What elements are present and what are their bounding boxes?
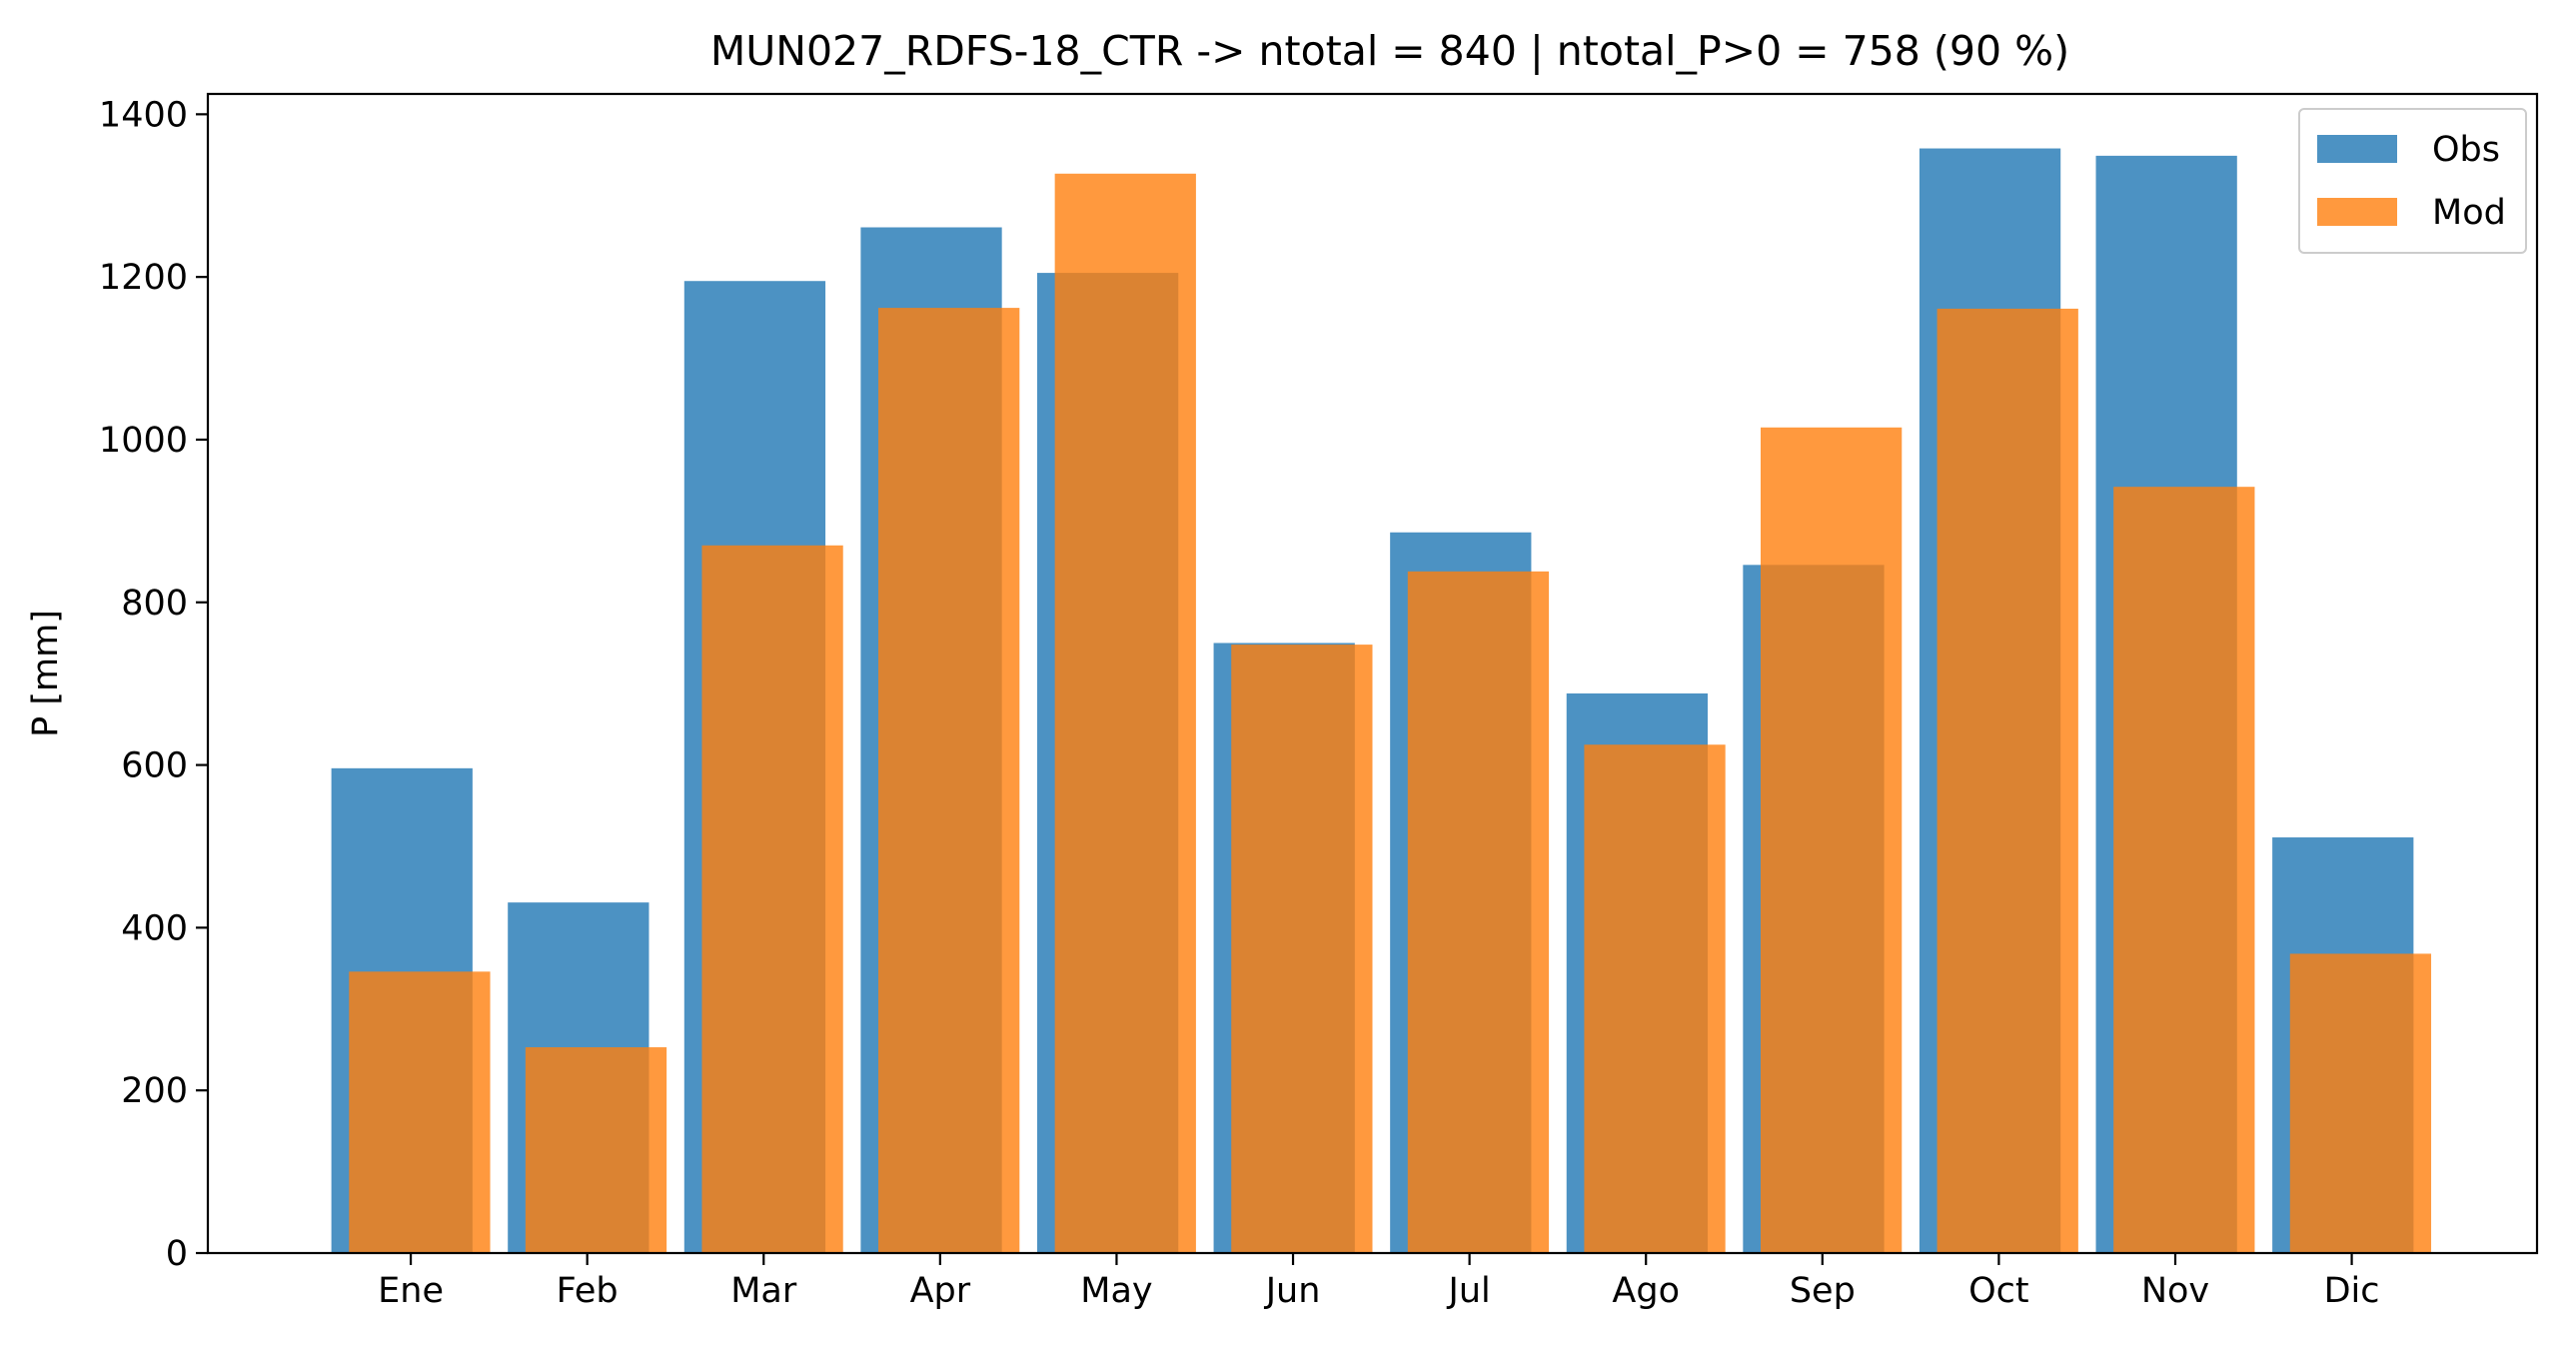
x-tick-label: Ago xyxy=(1612,1271,1680,1311)
x-tick-label: Apr xyxy=(910,1271,971,1311)
y-axis-ticks: 0 200 400 600 800 1000 1200 1400 xyxy=(99,95,208,1274)
legend-label-mod: Mod xyxy=(2432,193,2506,233)
bars-layer xyxy=(331,148,2432,1254)
x-tick-label: Dic xyxy=(2324,1271,2380,1311)
x-tick-label: Mar xyxy=(730,1271,797,1311)
bar-mod-feb xyxy=(525,1047,667,1253)
y-tick-label: 800 xyxy=(121,584,188,624)
y-tick-label: 1000 xyxy=(99,421,188,461)
bar-mod-oct xyxy=(1936,308,2078,1253)
bar-mod-ago xyxy=(1584,744,1726,1253)
legend-label-obs: Obs xyxy=(2432,130,2500,170)
bar-mod-sep xyxy=(1761,427,1903,1253)
x-tick-label: Oct xyxy=(1968,1271,2029,1311)
bar-mod-mar xyxy=(701,545,843,1253)
x-tick-label: Nov xyxy=(2141,1271,2209,1311)
plot-frame xyxy=(206,92,2539,1255)
y-tick-label: 400 xyxy=(121,908,188,948)
bar-mod-may xyxy=(1054,173,1196,1254)
y-tick-label: 600 xyxy=(121,746,188,786)
legend-swatch-obs xyxy=(2317,135,2397,163)
y-tick-label: 1400 xyxy=(99,95,188,135)
x-tick-label: Feb xyxy=(557,1271,619,1311)
legend-swatch-mod xyxy=(2317,198,2397,226)
x-tick-label: Jun xyxy=(1264,1271,1321,1311)
x-tick-label: May xyxy=(1080,1271,1152,1311)
x-tick-label: Sep xyxy=(1790,1271,1856,1311)
legend: Obs Mod xyxy=(2298,108,2527,254)
y-tick-label: 1200 xyxy=(99,258,188,298)
y-tick-label: 0 xyxy=(166,1234,188,1274)
bar-mod-jul xyxy=(1407,571,1550,1253)
bar-mod-nov xyxy=(2113,487,2255,1253)
chart-title: MUN027_RDFS-18_CTR -> ntotal = 840 | nto… xyxy=(710,27,2069,75)
bar-mod-apr xyxy=(878,308,1020,1254)
bar-mod-ene xyxy=(349,971,491,1253)
y-tick-label: 200 xyxy=(121,1071,188,1111)
x-tick-label: Ene xyxy=(378,1271,444,1311)
bar-mod-jun xyxy=(1231,645,1373,1253)
bar-mod-dic xyxy=(2289,953,2432,1253)
x-axis-ticks: Ene Feb Mar Apr May Jun Jul Ago Sep Oct Nov Dic xyxy=(378,1253,2380,1311)
x-tick-label: Jul xyxy=(1447,1271,1491,1311)
y-axis-label: P [mm] xyxy=(26,610,66,737)
